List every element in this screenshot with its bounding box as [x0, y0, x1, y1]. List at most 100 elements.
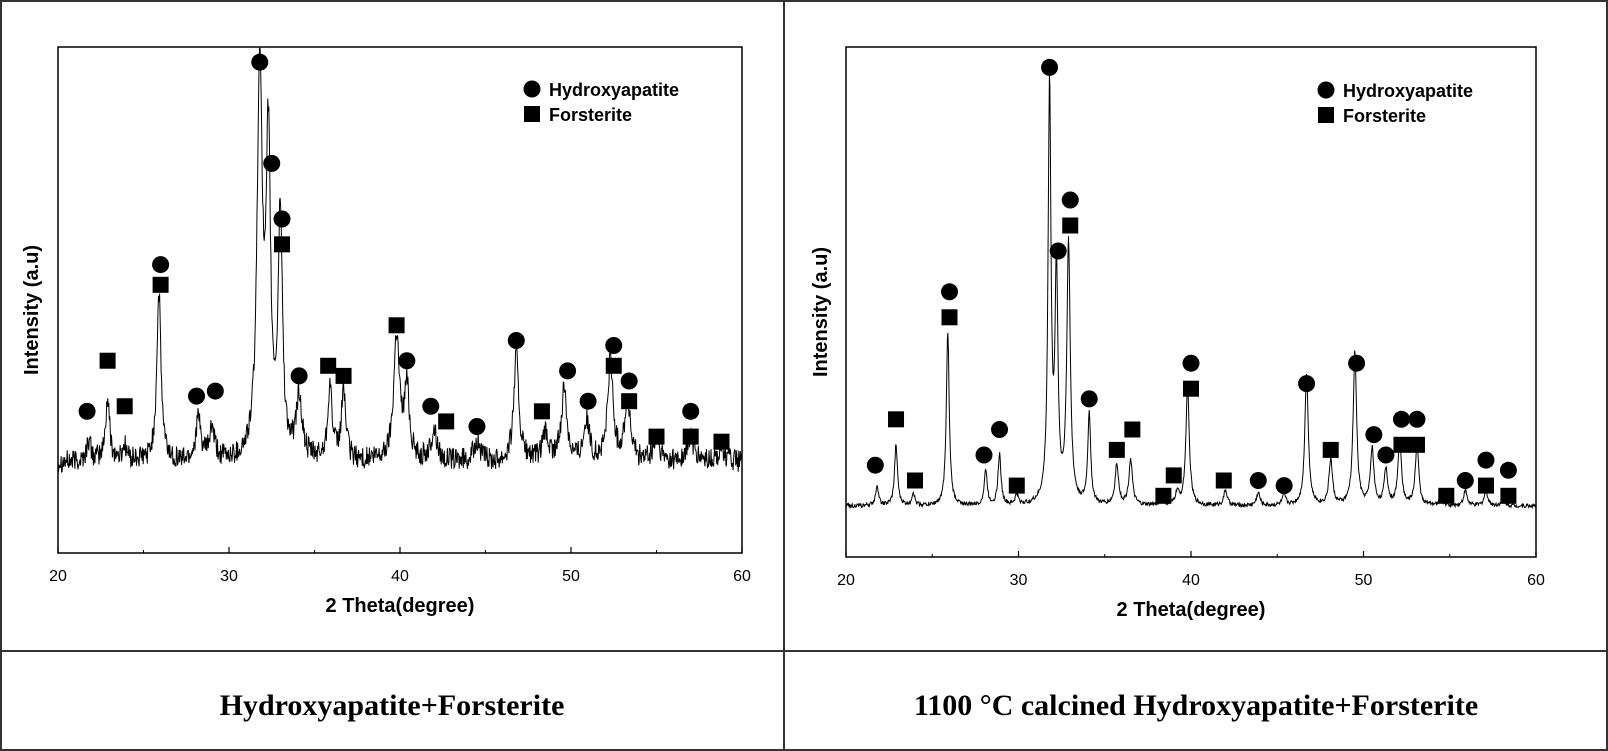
- hydroxyapatite-marker: [398, 352, 416, 370]
- forsterite-marker: [1393, 436, 1410, 453]
- legend-square-icon: [524, 106, 540, 122]
- hydroxyapatite-marker: [1377, 446, 1395, 464]
- forsterite-marker: [1062, 217, 1079, 234]
- x-axis-label: 2 Theta(degree): [326, 595, 475, 617]
- x-tick-label: 60: [733, 568, 751, 585]
- forsterite-marker: [1438, 487, 1455, 504]
- hydroxyapatite-marker: [1061, 191, 1079, 209]
- forsterite-marker: [388, 317, 405, 334]
- hydroxyapatite-marker: [1456, 472, 1474, 489]
- forsterite-marker: [1500, 487, 1517, 504]
- hydroxyapatite-marker: [188, 387, 206, 405]
- xrd-chart-left: 20 30 40 50 60 2 Theta(degree) Intensity (a.u)…: [21, 46, 751, 617]
- forsterite-marker: [1215, 472, 1232, 489]
- legend-label: Hydroxyapatite: [549, 80, 679, 100]
- forsterite-marker: [941, 309, 958, 326]
- forsterite-marker: [1124, 421, 1141, 438]
- x-tick-label: 40: [391, 568, 409, 585]
- legend: Hydroxyapatite Forsterite: [523, 80, 679, 125]
- forsterite-marker: [438, 413, 455, 430]
- legend-label: Forsterite: [549, 105, 632, 125]
- x-tick-label: 30: [220, 568, 238, 585]
- hydroxyapatite-marker: [273, 210, 291, 228]
- plot-area: [57, 46, 743, 554]
- hydroxyapatite-marker: [620, 372, 638, 390]
- hydroxyapatite-marker: [290, 367, 308, 385]
- forsterite-marker: [713, 433, 730, 450]
- xrd-series-line: [845, 75, 1537, 510]
- forsterite-marker: [888, 411, 905, 428]
- hydroxyapatite-marker: [1298, 375, 1316, 393]
- forsterite-marker: [320, 357, 337, 374]
- hydroxyapatite-marker: [468, 418, 486, 435]
- forsterite-marker: [907, 472, 923, 489]
- hydroxyapatite-marker: [579, 392, 597, 410]
- x-axis-label: 2 Theta(degree): [1117, 599, 1266, 621]
- forsterite-marker: [1477, 477, 1494, 494]
- hydroxyapatite-marker: [1408, 410, 1426, 428]
- hydroxyapatite-marker: [1080, 390, 1098, 408]
- x-tick-label: 20: [837, 572, 855, 589]
- hydroxyapatite-marker: [1392, 410, 1410, 428]
- xrd-chart-right: 20 30 40 50 60 2 Theta(degree) Intensity (a.u)…: [810, 46, 1545, 621]
- hydroxyapatite-marker: [1477, 451, 1495, 469]
- x-tick-label: 50: [1355, 572, 1373, 589]
- hydroxyapatite-marker: [1049, 242, 1067, 260]
- legend-label: Forsterite: [1343, 106, 1426, 126]
- x-tick-label: 20: [49, 568, 67, 585]
- legend: Hydroxyapatite Forsterite: [1317, 81, 1473, 126]
- forsterite-marker: [1183, 380, 1199, 397]
- forsterite-marker: [274, 236, 291, 253]
- forsterite-marker: [1322, 441, 1339, 458]
- legend-circle-icon: [1317, 81, 1335, 99]
- x-tick-label: 60: [1527, 572, 1545, 589]
- forsterite-marker: [605, 357, 622, 374]
- legend-label: Hydroxyapatite: [1343, 81, 1473, 101]
- y-axis-label: Intensity (a.u): [21, 245, 43, 375]
- hydroxyapatite-marker: [1275, 477, 1293, 495]
- forsterite-marker: [682, 428, 699, 445]
- x-tick-label: 50: [562, 568, 580, 585]
- forsterite-marker: [335, 367, 352, 384]
- caption-left: Hydroxyapatite+Forsterite: [219, 689, 565, 722]
- forsterite-marker: [152, 276, 169, 293]
- hydroxyapatite-marker: [1249, 472, 1267, 489]
- hydroxyapatite-marker: [559, 362, 577, 380]
- forsterite-marker: [1165, 467, 1182, 484]
- caption-right: 1100 °C calcined Hydroxyapatite+Forsteri…: [913, 689, 1479, 722]
- plot-area: [845, 46, 1537, 558]
- hydroxyapatite-marker: [941, 283, 958, 301]
- hydroxyapatite-marker: [605, 337, 623, 355]
- hydroxyapatite-marker: [866, 456, 884, 474]
- legend-square-icon: [1318, 107, 1334, 123]
- forsterite-marker: [1008, 477, 1025, 494]
- forsterite-marker: [99, 352, 116, 369]
- hydroxyapatite-marker: [1499, 461, 1517, 479]
- hydroxyapatite-marker: [507, 331, 525, 349]
- forsterite-marker: [648, 428, 665, 445]
- forsterite-marker: [1408, 436, 1425, 453]
- hydroxyapatite-marker: [1348, 354, 1366, 372]
- hydroxyapatite-marker: [1182, 354, 1200, 372]
- hydroxyapatite-marker: [1365, 426, 1383, 444]
- hydroxyapatite-marker: [422, 397, 440, 415]
- hydroxyapatite-marker: [1041, 58, 1059, 76]
- legend-circle-icon: [523, 80, 541, 98]
- hydroxyapatite-marker: [251, 53, 269, 71]
- forsterite-marker: [533, 403, 550, 420]
- hydroxyapatite-marker: [206, 382, 224, 400]
- hydroxyapatite-marker: [682, 402, 700, 420]
- hydroxyapatite-marker: [263, 154, 281, 172]
- forsterite-marker: [621, 393, 638, 410]
- forsterite-marker: [116, 398, 133, 415]
- y-axis-label: Intensity (a.u): [810, 247, 832, 377]
- x-tick-label: 40: [1182, 572, 1200, 589]
- hydroxyapatite-marker: [78, 402, 96, 420]
- hydroxyapatite-marker: [152, 256, 170, 274]
- x-tick-label: 30: [1010, 572, 1028, 589]
- forsterite-marker: [1155, 487, 1172, 504]
- forsterite-marker: [1108, 441, 1125, 458]
- hydroxyapatite-marker: [975, 446, 993, 464]
